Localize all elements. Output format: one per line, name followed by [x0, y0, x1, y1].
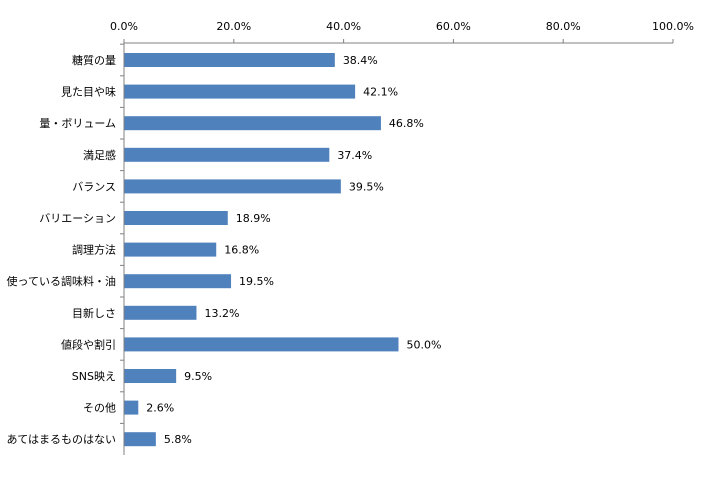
category-label: バリエーション	[39, 212, 116, 225]
data-labels: 38.4% 42.1% 46.8% 37.4% 39.5% 18.9% 16.8% 19.5%…	[146, 54, 441, 446]
bar	[124, 116, 381, 131]
category-label: その他	[83, 402, 116, 415]
data-label: 38.4%	[343, 54, 378, 67]
category-label: 量・ボリューム	[39, 117, 116, 130]
bar	[124, 211, 228, 225]
bar	[124, 432, 156, 447]
data-label: 18.9%	[236, 212, 271, 225]
category-label: 値段や割引	[61, 337, 116, 351]
bar	[124, 147, 330, 162]
data-label: 9.5%	[184, 370, 212, 383]
x-tick-label: 80.0%	[546, 20, 581, 33]
bar-group	[124, 53, 399, 447]
data-label: 19.5%	[239, 275, 274, 288]
data-label: 46.8%	[389, 117, 424, 130]
data-label: 37.4%	[337, 149, 372, 162]
x-tick-label: 40.0%	[326, 20, 361, 33]
category-label: SNS映え	[72, 370, 116, 383]
category-label: 目新しさ	[72, 306, 116, 320]
bar	[124, 369, 177, 383]
category-labels: 糖質の量見た目や味量・ボリューム満足感バランスバリエーション調理方法使っている調…	[6, 43, 124, 446]
data-label: 39.5%	[349, 180, 384, 193]
data-label: 16.8%	[224, 244, 259, 257]
x-tick-label: 60.0%	[436, 20, 471, 33]
data-label: 5.8%	[164, 433, 192, 446]
category-label: 調理方法	[72, 243, 116, 257]
data-label: 2.6%	[146, 402, 174, 415]
bar	[124, 337, 399, 352]
bar	[124, 53, 335, 67]
category-label: あてはまるものはない	[6, 433, 116, 446]
bar	[124, 84, 356, 99]
category-label: バランス	[72, 180, 116, 193]
category-label: 使っている調味料・油	[7, 274, 116, 288]
category-label: 満足感	[83, 149, 116, 162]
category-label: 糖質の量	[72, 53, 116, 67]
data-label: 13.2%	[204, 307, 239, 320]
bar	[124, 274, 232, 289]
x-tick-label: 20.0%	[216, 20, 251, 33]
bar	[124, 179, 341, 194]
x-tick-label: 0.0%	[110, 20, 138, 33]
data-label: 42.1%	[363, 86, 398, 99]
bar	[124, 305, 197, 320]
bar	[124, 242, 217, 257]
x-axis: 0.0% 20.0% 40.0% 60.0% 80.0% 100.0%	[110, 20, 694, 43]
x-tick-label: 100.0%	[652, 20, 694, 33]
category-label: 見た目や味	[61, 86, 116, 99]
data-label: 50.0%	[407, 338, 442, 351]
bar	[124, 400, 139, 415]
